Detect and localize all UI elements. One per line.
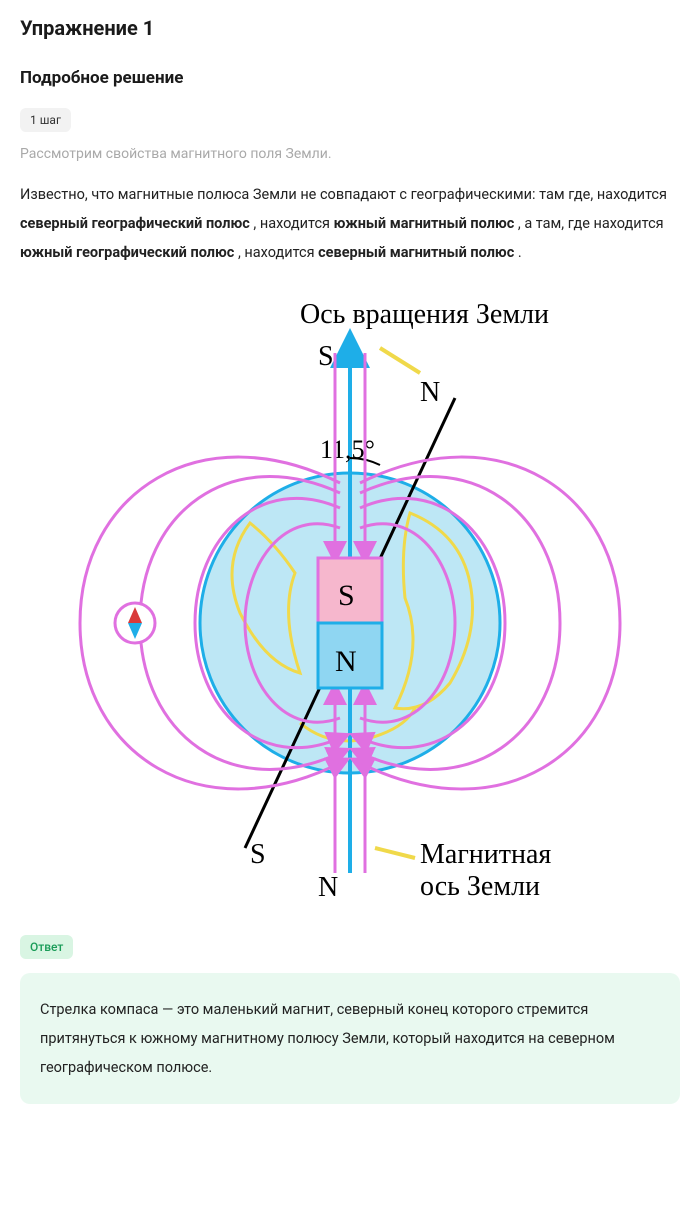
exercise-title: Упражнение 1: [20, 16, 680, 40]
step-badge: 1 шаг: [20, 108, 71, 132]
magnet-n-label: N: [335, 645, 357, 678]
text-span: Известно, что магнитные полюса Земли не …: [20, 186, 667, 203]
answer-badge: Ответ: [20, 935, 73, 959]
diagram-bottom-label-2: ось Земли: [420, 871, 540, 902]
axis-s-top: S: [318, 341, 334, 372]
axis-n-top: N: [420, 377, 440, 408]
text-span: , находится: [238, 244, 318, 261]
explanation-paragraph: Известно, что магнитные полюса Земли не …: [20, 180, 680, 267]
bold-span: северный географический полюс: [20, 215, 250, 232]
diagram-title-top: Ось вращения Земли: [300, 299, 549, 330]
angle-label: 11,5°: [320, 435, 375, 464]
axis-n-bot: N: [318, 872, 338, 903]
step-description: Рассмотрим свойства магнитного поля Земл…: [20, 146, 680, 162]
text-span: , а там, где находится: [518, 215, 664, 232]
text-span: , находится: [253, 215, 333, 232]
earth-magnetic-diagram: Ось вращения Земли 11,5° S N S N S N Маг…: [20, 293, 680, 913]
answer-box: Стрелка компаса — это маленький магнит, …: [20, 973, 680, 1104]
axis-s-bot: S: [250, 839, 266, 870]
magnet-s-label: S: [338, 579, 355, 612]
bold-span: южный магнитный полюс: [334, 215, 515, 232]
bold-span: северный магнитный полюс: [318, 244, 514, 261]
bold-span: южный географический полюс: [20, 244, 234, 261]
solution-subtitle: Подробное решение: [20, 68, 680, 88]
diagram-bottom-label-1: Магнитная: [420, 839, 551, 870]
answer-text: Стрелка компаса — это маленький магнит, …: [40, 1001, 615, 1076]
text-span: .: [518, 244, 522, 261]
